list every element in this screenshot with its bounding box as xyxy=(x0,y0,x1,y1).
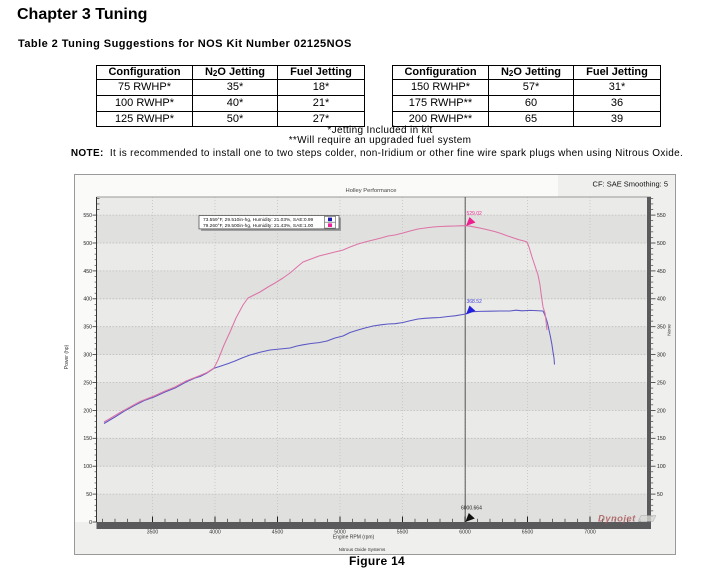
svg-text:Dynojet: Dynojet xyxy=(598,513,636,524)
svg-text:500: 500 xyxy=(657,241,666,247)
svg-text:400: 400 xyxy=(657,297,666,303)
svg-text:550: 550 xyxy=(83,213,92,219)
svg-text:6000.664: 6000.664 xyxy=(461,506,482,512)
svg-text:150: 150 xyxy=(657,436,666,442)
svg-text:Engine RPM (rpm): Engine RPM (rpm) xyxy=(333,535,375,541)
svg-text:300: 300 xyxy=(83,353,92,359)
svg-text:Holley Performance: Holley Performance xyxy=(346,188,397,194)
svg-text:300: 300 xyxy=(657,353,666,359)
svg-text:Nitrous Oxide Systems: Nitrous Oxide Systems xyxy=(339,547,386,552)
svg-text:450: 450 xyxy=(657,269,666,275)
svg-text:6000: 6000 xyxy=(459,530,471,536)
svg-text:CF: SAE Smoothing: 5: CF: SAE Smoothing: 5 xyxy=(593,180,668,189)
svg-text:5500: 5500 xyxy=(397,530,409,536)
svg-text:250: 250 xyxy=(657,380,666,386)
svg-text:400: 400 xyxy=(83,297,92,303)
svg-text:350: 350 xyxy=(657,325,666,331)
svg-text:50: 50 xyxy=(657,492,663,498)
svg-text:529.02: 529.02 xyxy=(467,211,483,217)
svg-text:200: 200 xyxy=(657,408,666,414)
svg-text:368.52: 368.52 xyxy=(467,299,483,305)
svg-text:150: 150 xyxy=(83,436,92,442)
svg-text:3500: 3500 xyxy=(147,530,159,536)
svg-text:200: 200 xyxy=(83,408,92,414)
svg-text:350: 350 xyxy=(83,325,92,331)
svg-text:None: None xyxy=(667,324,673,336)
svg-text:100: 100 xyxy=(657,464,666,470)
svg-text:100: 100 xyxy=(83,464,92,470)
svg-text:550: 550 xyxy=(657,213,666,219)
svg-text:73.559°F, 29.510in-hg, Humidit: 73.559°F, 29.510in-hg, Humidity: 21.03%,… xyxy=(203,217,314,223)
svg-text:450: 450 xyxy=(83,269,92,275)
svg-text:7000: 7000 xyxy=(584,530,596,536)
svg-text:4000: 4000 xyxy=(209,530,221,536)
svg-text:0: 0 xyxy=(89,520,92,526)
svg-text:79.260°F, 29.500in-hg, Humidit: 79.260°F, 29.500in-hg, Humidity: 21.43%,… xyxy=(203,223,314,229)
svg-text:500: 500 xyxy=(83,241,92,247)
svg-text:Power (hp): Power (hp) xyxy=(64,344,70,369)
svg-text:4500: 4500 xyxy=(272,530,284,536)
svg-text:6500: 6500 xyxy=(522,530,534,536)
svg-text:250: 250 xyxy=(83,380,92,386)
svg-text:5000: 5000 xyxy=(334,530,346,536)
svg-text:50: 50 xyxy=(86,492,92,498)
